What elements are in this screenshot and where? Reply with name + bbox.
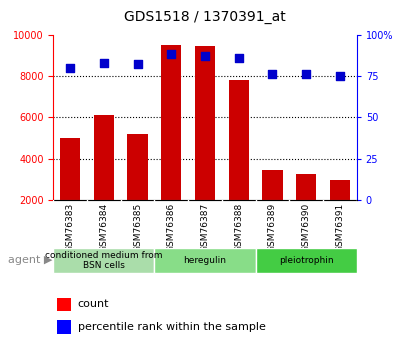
Bar (94, 115, 114, 200)
Text: GSM76384: GSM76384 (99, 203, 108, 252)
Point (67, 65, 73, 70)
Text: GSM76390: GSM76390 (301, 203, 310, 252)
Text: agent ▶: agent ▶ (8, 256, 52, 265)
Bar (60, 138, 80, 200)
Text: GSM76385: GSM76385 (133, 203, 142, 252)
Bar (295, 174, 315, 200)
Point (235, 55, 241, 60)
Point (201, 53, 208, 59)
Text: GSM76387: GSM76387 (200, 203, 209, 252)
Point (134, 61, 141, 67)
Point (168, 52, 174, 57)
Text: GSM76389: GSM76389 (267, 203, 276, 252)
Bar (329, 180, 349, 200)
Text: count: count (78, 299, 109, 309)
Point (268, 71, 275, 77)
Point (336, 73, 342, 79)
Text: conditioned medium from
BSN cells: conditioned medium from BSN cells (45, 251, 162, 270)
FancyBboxPatch shape (53, 248, 154, 273)
Point (100, 60, 107, 66)
FancyBboxPatch shape (154, 248, 255, 273)
Text: GSM76391: GSM76391 (335, 203, 344, 252)
Bar (161, 45, 181, 200)
Point (302, 71, 309, 77)
Text: pleiotrophin: pleiotrophin (278, 256, 333, 265)
Text: heregulin: heregulin (183, 256, 226, 265)
Bar (127, 134, 147, 200)
Bar (56, 320, 71, 334)
Bar (56, 298, 71, 311)
Text: GDS1518 / 1370391_at: GDS1518 / 1370391_at (124, 10, 285, 24)
Text: percentile rank within the sample: percentile rank within the sample (78, 322, 265, 332)
Text: GSM76388: GSM76388 (234, 203, 243, 252)
FancyBboxPatch shape (255, 248, 356, 273)
Bar (262, 170, 282, 200)
Bar (194, 46, 215, 200)
Text: GSM76383: GSM76383 (65, 203, 74, 252)
Bar (228, 80, 248, 200)
Text: GSM76386: GSM76386 (166, 203, 175, 252)
